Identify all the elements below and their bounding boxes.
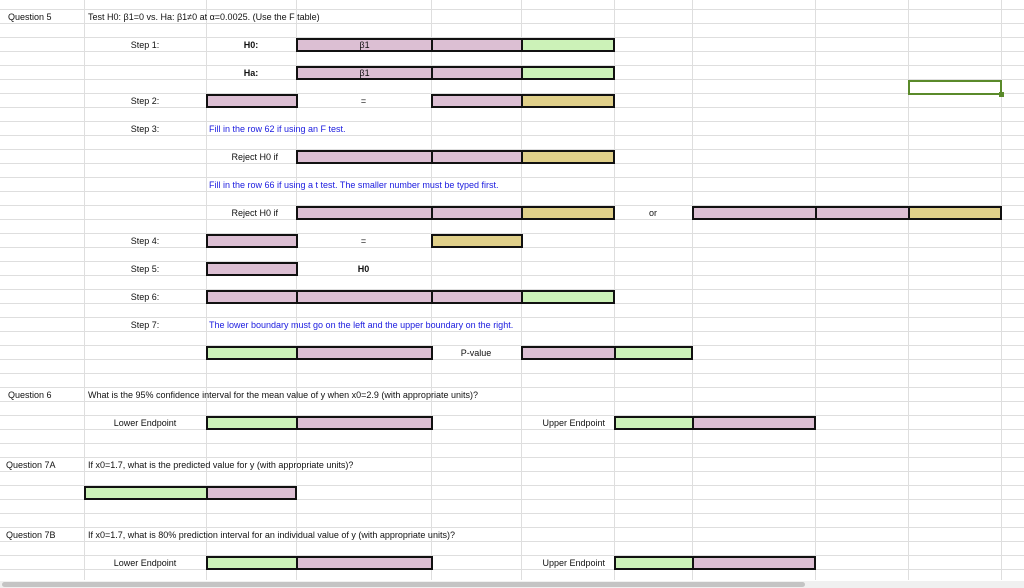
q6-upper-units-input[interactable] (692, 416, 816, 430)
q6-lower-value-input[interactable] (206, 416, 298, 430)
t-reject-value-input-2[interactable] (908, 206, 1002, 220)
h0-operator-input[interactable] (431, 38, 523, 52)
or-label: or (648, 208, 657, 218)
reject-h0-label: Reject H0 if (231, 208, 278, 218)
step-5-label: Step 5: (130, 264, 160, 274)
f-reject-statistic-input[interactable] (296, 150, 433, 164)
q6-lower-units-input[interactable] (296, 416, 433, 430)
step-1-label: Step 1: (130, 40, 160, 50)
step-5-decision-input[interactable] (206, 262, 298, 276)
selected-cell[interactable] (908, 80, 1004, 97)
question-7b-prompt: If x0=1.7, what is 80% prediction interv… (88, 530, 455, 540)
scrollbar-thumb[interactable] (2, 582, 805, 587)
column-divider (84, 0, 85, 580)
q7b-lower-units-input[interactable] (296, 556, 433, 570)
question-5-prompt: Test H0: β1=0 vs. Ha: β1≠0 at α=0.0025. … (88, 12, 320, 22)
lower-endpoint-label: Lower Endpoint (113, 418, 177, 428)
h0-text: H0 (357, 264, 370, 274)
step-3-label: Step 3: (130, 124, 160, 134)
column-divider (815, 0, 816, 580)
step-4-label: Step 4: (130, 236, 160, 246)
horizontal-scrollbar[interactable] (0, 581, 1024, 588)
t-reject-statistic-input[interactable] (296, 206, 433, 220)
column-divider (908, 0, 909, 580)
t-reject-operator-input-2[interactable] (815, 206, 910, 220)
t-reject-statistic-input-2[interactable] (692, 206, 817, 220)
h0-label: H0: (243, 40, 259, 50)
ha-beta-cell[interactable]: β1 (296, 66, 433, 80)
ha-operator-input[interactable] (431, 66, 523, 80)
t-reject-operator-input[interactable] (431, 206, 523, 220)
beta-symbol: β1 (359, 68, 370, 78)
question-7a-prompt: If x0=1.7, what is the predicted value f… (88, 460, 354, 470)
equals-sign: = (360, 96, 367, 106)
reject-h0-label: Reject H0 if (231, 152, 278, 162)
f-reject-operator-input[interactable] (431, 150, 523, 164)
step-7-label: Step 7: (130, 320, 160, 330)
upper-endpoint-label: Upper Endpoint (542, 418, 605, 428)
step-6-input-2[interactable] (296, 290, 433, 304)
question-6-label: Question 6 (8, 390, 52, 400)
pvalue-upper-value-input[interactable] (614, 346, 693, 360)
pvalue-lower-value-input[interactable] (206, 346, 298, 360)
step-6-input-4[interactable] (521, 290, 615, 304)
step-6-input-1[interactable] (206, 290, 298, 304)
step-6-input-3[interactable] (431, 290, 523, 304)
ha-label: Ha: (243, 68, 259, 78)
q7b-upper-units-input[interactable] (692, 556, 816, 570)
step-4-value-input[interactable] (431, 234, 523, 248)
question-7b-label: Question 7B (6, 530, 56, 540)
equals-sign: = (360, 236, 367, 246)
beta-symbol: β1 (359, 40, 370, 50)
h0-value-input[interactable] (521, 38, 615, 52)
q7b-lower-value-input[interactable] (206, 556, 298, 570)
lower-endpoint-label: Lower Endpoint (113, 558, 177, 568)
t-reject-value-input[interactable] (521, 206, 615, 220)
step-2-statistic-input[interactable] (206, 94, 298, 108)
pvalue-upper-operator-input[interactable] (521, 346, 616, 360)
f-test-instruction: Fill in the row 62 if using an F test. (209, 124, 346, 134)
q6-upper-value-input[interactable] (614, 416, 694, 430)
upper-endpoint-label: Upper Endpoint (542, 558, 605, 568)
column-divider (1001, 0, 1002, 580)
question-6-prompt: What is the 95% confidence interval for … (88, 390, 478, 400)
step-2-pink-input[interactable] (431, 94, 523, 108)
column-divider (692, 0, 693, 580)
boundary-instruction: The lower boundary must go on the left a… (209, 320, 514, 330)
q7b-upper-value-input[interactable] (614, 556, 694, 570)
step-4-statistic-input[interactable] (206, 234, 298, 248)
q7a-value-input[interactable] (84, 486, 208, 500)
h0-beta-cell[interactable]: β1 (296, 38, 433, 52)
step-6-label: Step 6: (130, 292, 160, 302)
step-2-value-input[interactable] (521, 94, 615, 108)
pvalue-lower-operator-input[interactable] (296, 346, 433, 360)
ha-value-input[interactable] (521, 66, 615, 80)
q7a-units-input[interactable] (206, 486, 297, 500)
pvalue-label: P-value (460, 348, 492, 358)
fill-handle[interactable] (999, 92, 1004, 97)
question-7a-label: Question 7A (6, 460, 56, 470)
step-2-label: Step 2: (130, 96, 160, 106)
t-test-instruction: Fill in the row 66 if using a t test. Th… (209, 180, 499, 190)
question-5-label: Question 5 (8, 12, 52, 22)
f-reject-value-input[interactable] (521, 150, 615, 164)
